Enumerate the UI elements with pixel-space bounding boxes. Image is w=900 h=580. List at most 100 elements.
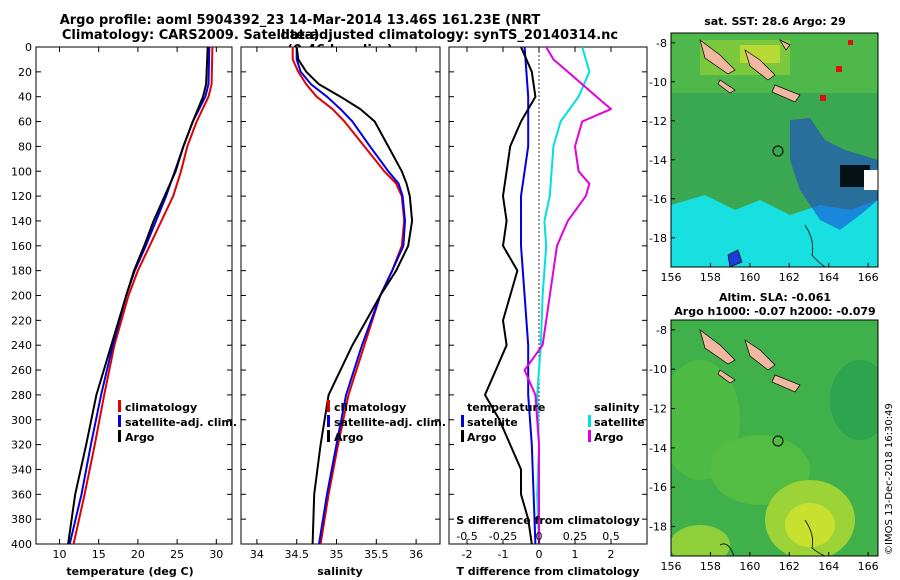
sla-map-frame	[670, 319, 879, 557]
depth-tick-label: 40	[18, 91, 32, 104]
legend-swatch-climatology	[118, 400, 121, 412]
sst-lat-tick-label: -12	[649, 115, 667, 128]
legend-climatology: climatology	[334, 401, 406, 414]
temperature-series	[67, 47, 214, 544]
map-axes: 156 158 160 162 164 166 -8 -10 -12 -14 -16 -18 156 15…	[649, 37, 879, 573]
depth-tick-label: 120	[11, 190, 32, 203]
salinity-legend: climatology satellite-adj. clim. Argo	[327, 400, 446, 444]
sla-map-subtitle: Argo h1000: -0.07 h2000: -0.079	[674, 305, 875, 318]
sla-lon-tick-label: 156	[661, 560, 682, 573]
salinity-xtick-label: 34	[250, 548, 264, 561]
sla-lon-tick-label: 166	[858, 560, 879, 573]
legend-salinity-title: salinity	[594, 401, 640, 414]
sla-lat-tick-label: -14	[649, 442, 667, 455]
salinity-xtick-label: 35	[330, 548, 344, 561]
temperature-series-climatology	[72, 47, 214, 544]
salinity-xtick-label: 35.5	[364, 548, 389, 561]
salinity-diff-tick-label: 0	[536, 530, 543, 543]
depth-tick-label: 400	[11, 538, 32, 551]
sla-lon-tick-label: 162	[779, 560, 800, 573]
legend-swatch-argo	[118, 430, 121, 442]
difference-xtick-label: 1	[572, 548, 579, 561]
sst-lon-tick-label: 166	[858, 271, 879, 284]
legend-swatch-satellite	[327, 415, 330, 427]
depth-tick-label: 300	[11, 414, 32, 427]
difference-xlabel-top: S difference from climatology	[456, 514, 640, 527]
depth-tick-label: 360	[11, 488, 32, 501]
sst-lat-tick-label: -18	[649, 232, 667, 245]
difference-xtick-label: -1	[498, 548, 509, 561]
salinity-diff-tick-label: 0.25	[563, 530, 588, 543]
depth-tick-label: 60	[18, 116, 32, 129]
temperature-xtick-label: 30	[209, 548, 223, 561]
salinity-series-argo	[295, 47, 414, 544]
sst-lat-tick-label: -8	[656, 37, 667, 50]
depth-tick-label: 100	[11, 165, 32, 178]
sst-lat-tick-label: -16	[649, 193, 667, 206]
depth-tick-label: 220	[11, 314, 32, 327]
sla-map-image	[671, 320, 878, 556]
sst-lon-tick-label: 158	[700, 271, 721, 284]
depth-tick-label: 180	[11, 265, 32, 278]
temperature-series-argo	[67, 47, 209, 544]
depth-tick-label: 0	[25, 41, 32, 54]
legend-swatch-climatology	[327, 400, 330, 412]
depth-tick-label: 80	[18, 140, 32, 153]
sla-lon-tick-label: 158	[700, 560, 721, 573]
temperature-plot-frame	[35, 46, 233, 545]
temperature-xtick-label: 20	[131, 548, 145, 561]
legend-t-argo: Argo	[467, 431, 497, 444]
depth-tick-label: 140	[11, 215, 32, 228]
difference-xtick-label: -2	[462, 548, 473, 561]
legend-swatch-t-satellite	[461, 415, 464, 427]
salinity-diff-tick-label: 0.5	[602, 530, 620, 543]
difference-legend: temperature satellite Argo salinity sate…	[461, 401, 645, 444]
sla-lon-tick-label: 160	[739, 560, 760, 573]
depth-tick-label: 160	[11, 240, 32, 253]
depth-tick-label: 200	[11, 290, 32, 303]
depth-tick-label: 260	[11, 364, 32, 377]
temperature-legend: climatology satellite-adj. clim. Argo	[118, 400, 237, 444]
sla-map-title: Altim. SLA: -0.061	[719, 291, 831, 304]
difference-plot-frame	[448, 46, 648, 545]
sla-lat-tick-label: -16	[649, 481, 667, 494]
sst-lon-tick-label: 164	[818, 271, 839, 284]
axes-ticks: 10 15 20 25 30020406080100120140160180200220…	[11, 41, 647, 561]
depth-tick-label: 240	[11, 339, 32, 352]
legend-argo: Argo	[334, 431, 364, 444]
sst-argo-marker	[772, 145, 784, 157]
legend-t-satellite: satellite	[467, 416, 518, 429]
sla-lat-tick-label: -10	[649, 363, 667, 376]
temperature-series-satellite-adj-clim-	[68, 47, 211, 544]
depth-tick-label: 340	[11, 463, 32, 476]
sst-lat-tick-label: -10	[649, 76, 667, 89]
salinity-xlabel: salinity	[317, 565, 363, 578]
difference-xlabel: T difference from climatology	[456, 565, 639, 578]
temperature-xtick-label: 25	[170, 548, 184, 561]
legend-s-satellite: satellite	[594, 416, 645, 429]
salinity-series-climatology	[291, 47, 406, 544]
sst-map-frame	[670, 32, 879, 268]
legend-swatch-argo	[327, 430, 330, 442]
difference-xtick-label: 2	[608, 548, 615, 561]
depth-tick-label: 280	[11, 389, 32, 402]
difference-series-s-argo	[523, 47, 612, 544]
depth-tick-label: 20	[18, 66, 32, 79]
temperature-xtick-label: 15	[92, 548, 106, 561]
chart-title-line1: Argo profile: aoml 5904392_23 14-Mar-201…	[59, 13, 541, 43]
sst-map-image	[671, 33, 878, 267]
legend-satellite-adj: satellite-adj. clim.	[125, 416, 237, 429]
temperature-xlabel: temperature (deg C)	[66, 565, 193, 578]
sla-lat-tick-label: -8	[656, 324, 667, 337]
legend-swatch-t-argo	[461, 430, 464, 442]
sla-argo-marker	[772, 435, 784, 447]
salinity-series	[291, 47, 414, 544]
salinity-xtick-label: 36	[409, 548, 423, 561]
sla-lat-tick-label: -12	[649, 403, 667, 416]
sla-lon-tick-label: 164	[818, 560, 839, 573]
salinity-xtick-label: 34.5	[284, 548, 309, 561]
legend-s-argo: Argo	[594, 431, 624, 444]
sst-lat-tick-label: -14	[649, 154, 667, 167]
depth-tick-label: 320	[11, 439, 32, 452]
